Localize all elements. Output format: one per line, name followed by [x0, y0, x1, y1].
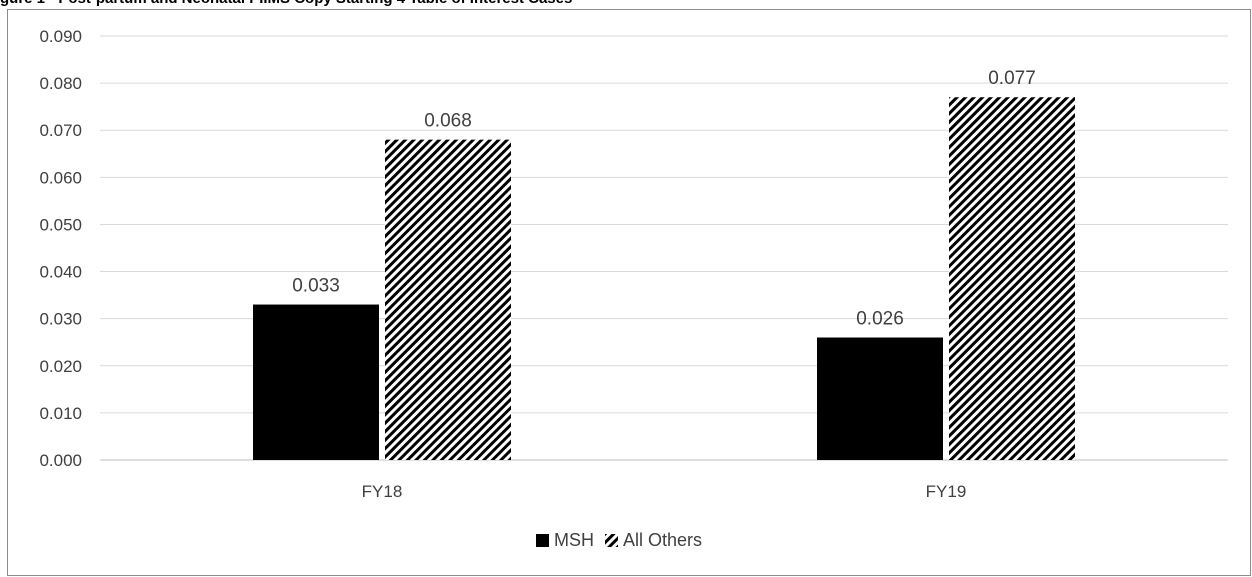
data-label: 0.077 [988, 68, 1036, 89]
legend-label: All Others [623, 530, 702, 550]
bar-msh-fy18 [253, 304, 379, 460]
y-tick-label: 0.030 [39, 310, 82, 329]
data-label: 0.026 [856, 309, 904, 330]
legend-label: MSH [554, 530, 594, 550]
y-tick-label: 0.060 [39, 168, 82, 187]
y-tick-label: 0.000 [39, 451, 82, 470]
x-tick-label: FY19 [926, 482, 967, 501]
bar-all-others-fy19 [949, 97, 1075, 460]
bar-msh-fy19 [817, 337, 943, 460]
y-tick-label: 0.080 [39, 74, 82, 93]
y-tick-label: 0.010 [39, 404, 82, 423]
legend-swatch [605, 534, 618, 547]
bar-all-others-fy18 [385, 139, 511, 460]
y-tick-label: 0.090 [39, 27, 82, 46]
legend-item: All Others [605, 530, 702, 550]
x-tick-label: FY18 [362, 482, 403, 501]
y-tick-label: 0.070 [39, 121, 82, 140]
legend-swatch [536, 534, 549, 547]
y-tick-label: 0.040 [39, 263, 82, 282]
data-label: 0.033 [292, 276, 340, 297]
y-tick-label: 0.050 [39, 215, 82, 234]
chart-title: gure 1 - Post-partum and Neonatal PIIMS … [0, 0, 572, 10]
legend-item: MSH [536, 530, 594, 550]
data-label: 0.068 [424, 111, 472, 132]
y-tick-label: 0.020 [39, 357, 82, 376]
